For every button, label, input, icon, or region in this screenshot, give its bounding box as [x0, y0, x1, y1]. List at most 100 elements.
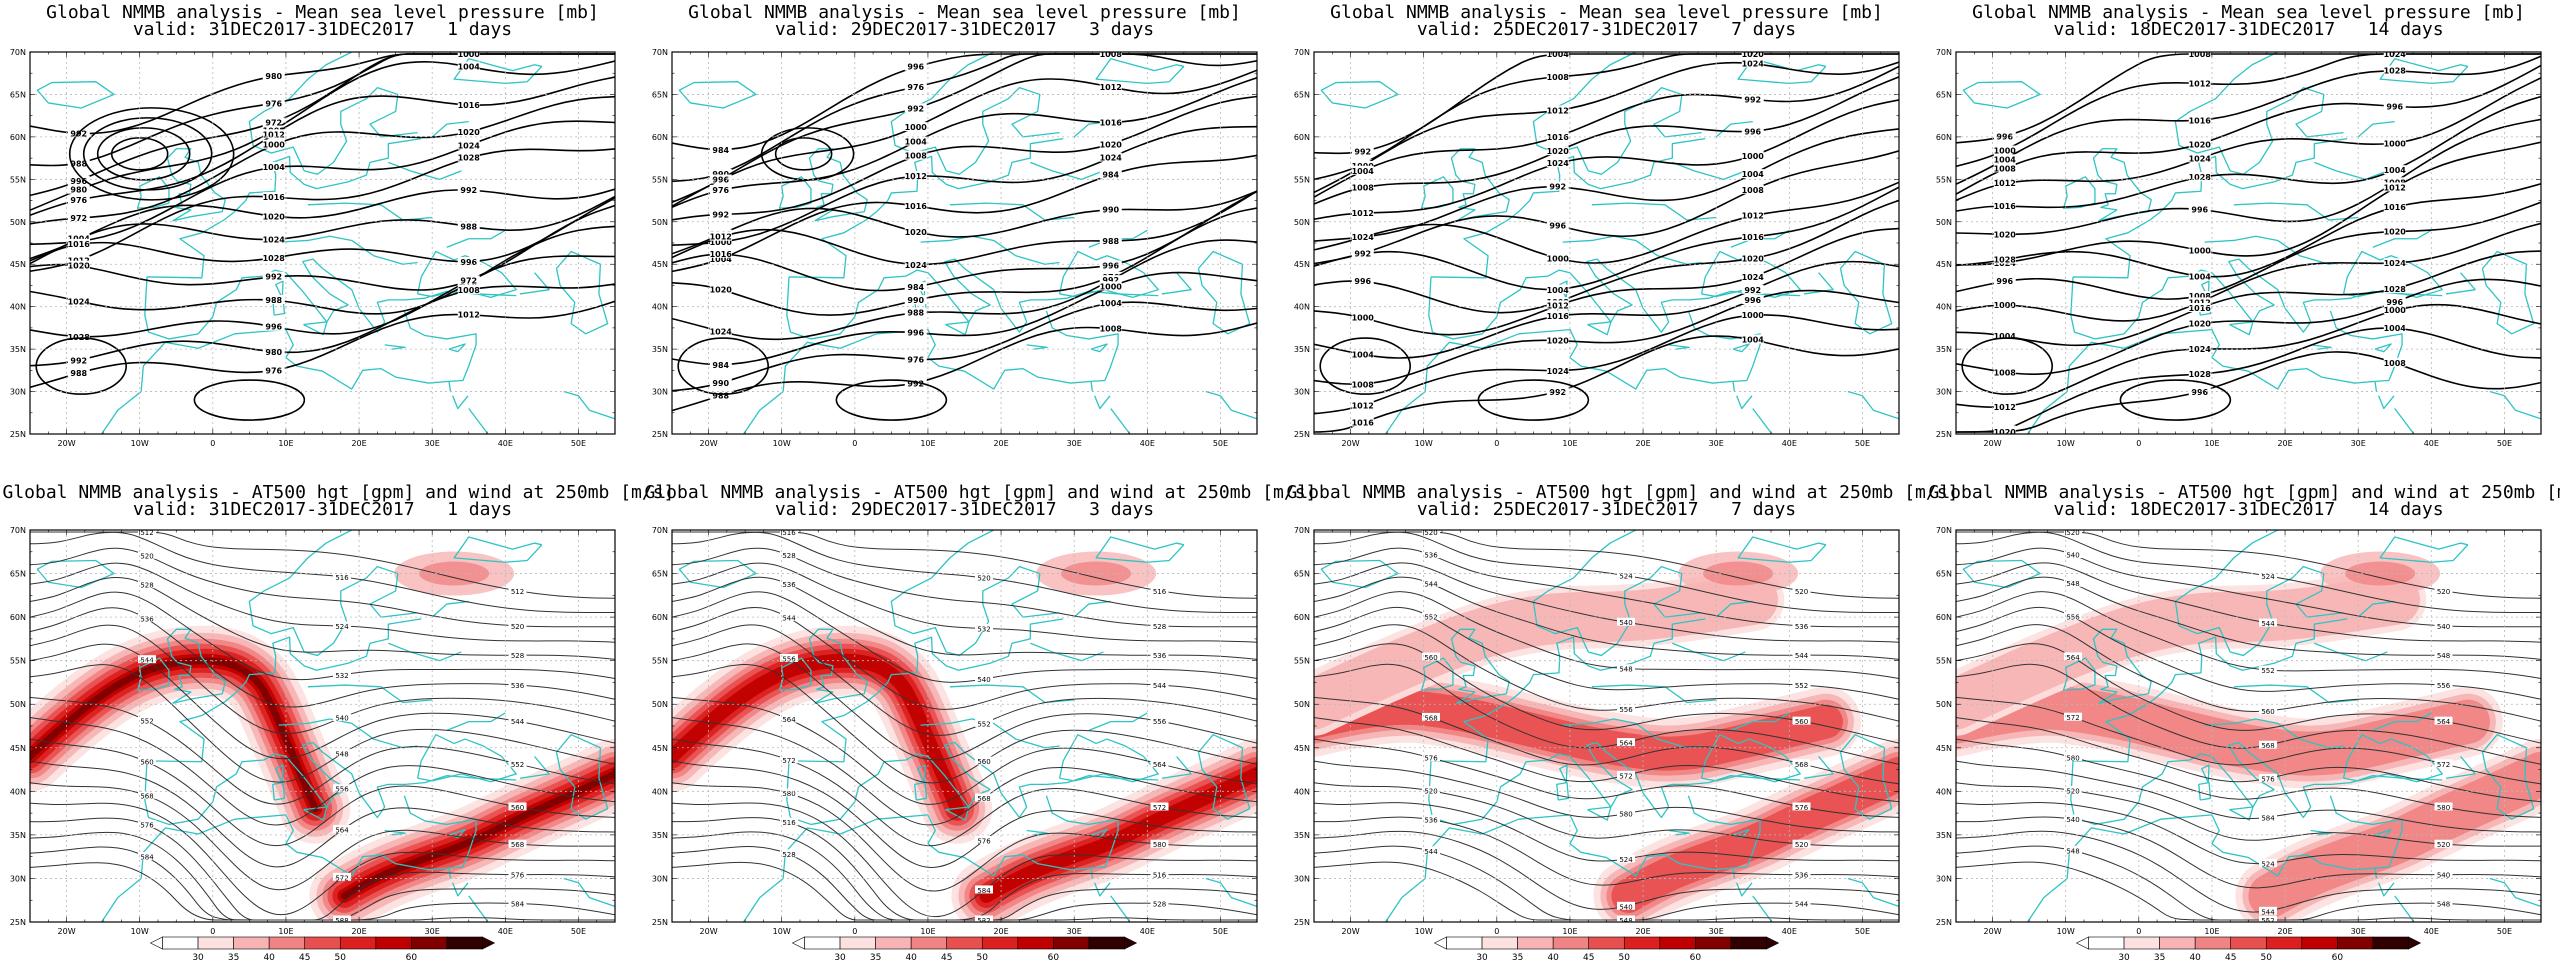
coastline [1803, 272, 1834, 295]
coastline [1559, 764, 1568, 783]
coastline [788, 618, 1064, 763]
isobar-label: 1020 [263, 212, 286, 221]
height-label: 540 [2066, 816, 2079, 824]
coastline [36, 81, 115, 109]
coastline [2026, 310, 2403, 434]
height-label: 560 [2261, 708, 2274, 716]
coastline [446, 229, 506, 248]
mslp-panel-4-valid: valid: 18DEC2017-31DEC2017 14 days [2053, 19, 2444, 40]
height-label: 552 [511, 761, 524, 769]
lon-label: 30E [425, 439, 440, 448]
colorbar-tick: 60 [406, 953, 418, 960]
z500-panel-4-valid: valid: 18DEC2017-31DEC2017 14 days [2053, 499, 2444, 520]
height-label: 536 [782, 581, 796, 589]
isobar-label: 1000 [2384, 306, 2407, 315]
lon-label: 40E [1782, 927, 1797, 936]
isobar-label: 1000 [1352, 314, 1375, 323]
isobar-label: 1004 [1742, 336, 1765, 345]
isobar-label: 996 [1744, 128, 1761, 137]
isobar-label: 1016 [1547, 133, 1570, 142]
height-label: 536 [1795, 872, 1809, 880]
coastline [1320, 81, 1399, 109]
height-label: 548 [1619, 917, 1632, 925]
low-contour [68, 107, 235, 201]
lon-label: 30E [1067, 927, 1082, 936]
isobar [1314, 260, 1899, 359]
low-contour [82, 117, 213, 191]
isobar [30, 148, 615, 272]
coastline [1587, 321, 1612, 336]
isobar-label: 992 [460, 186, 477, 195]
height-label: 516 [1153, 588, 1167, 596]
coastline [1737, 536, 1827, 563]
isobar-label: 1000 [1100, 282, 1123, 291]
coastline [144, 741, 517, 826]
colorbar-swatch [839, 936, 876, 950]
height-label: 520 [1795, 588, 1808, 596]
height-label: 564 [2066, 654, 2080, 662]
coastline [2481, 734, 2535, 820]
colorbar-swatch [2194, 936, 2232, 950]
lat-label: 40N [1936, 787, 1952, 796]
colorbar-swatch [197, 936, 234, 950]
coastline [448, 381, 452, 392]
coastline [2357, 120, 2395, 138]
height-label: 556 [2066, 613, 2080, 621]
coastline [1058, 734, 1159, 783]
isobar-label: 992 [1549, 388, 1566, 397]
isobar-label: 1028 [263, 254, 286, 263]
isobar-label: 1012 [905, 172, 927, 181]
high-contour [677, 337, 769, 395]
lat-label: 30N [652, 874, 668, 883]
height-contour [1314, 624, 1899, 722]
jet-shading [1314, 574, 1778, 730]
lon-label: 50E [571, 927, 586, 936]
coastline [1026, 344, 1048, 350]
isobar [1956, 183, 2541, 278]
height-label: 568 [140, 792, 153, 800]
height-contour [1956, 624, 2541, 722]
high-contour [193, 379, 306, 421]
coastline [1094, 882, 1111, 897]
isobar [672, 207, 1257, 316]
height-label: 548 [1619, 666, 1632, 674]
isobar-label: 1024 [1352, 233, 1375, 242]
map-frame [1955, 529, 2542, 923]
lon-label: 30E [2351, 439, 2366, 448]
isobar [1314, 314, 1899, 415]
isobar-label: 988 [907, 309, 924, 318]
colorbar-end [791, 936, 805, 950]
isobar [1314, 128, 1899, 242]
height-contour [30, 862, 615, 921]
isobar [1956, 53, 2541, 168]
coastline [2374, 343, 2392, 353]
coastline [2062, 657, 2096, 691]
z500-panel-3-valid: valid: 25DEC2017-31DEC2017 7 days [1416, 499, 1797, 520]
isobar [30, 60, 615, 211]
map-frame [1955, 51, 2542, 435]
coastline [1428, 741, 1801, 826]
height-label: 572 [2066, 714, 2079, 722]
isobar-label: 1012 [1352, 401, 1374, 410]
mslp-panel-1: 9929801008988976101299697210009801008100… [10, 48, 616, 448]
isobar-label: 1024 [1547, 159, 1570, 168]
isobar-label: 1008 [905, 152, 928, 161]
lat-label: 55N [1936, 175, 1952, 184]
coastline [1161, 272, 1192, 295]
isobar-label: 1008 [1994, 368, 2017, 377]
height-label: 548 [2437, 652, 2450, 660]
coastline [1556, 781, 1570, 801]
lat-label: 70N [1936, 48, 1952, 57]
height-contour [1314, 830, 1899, 910]
height-label: 588 [335, 917, 348, 925]
colorbar-end [1124, 936, 1138, 950]
isobar-label: 980 [70, 186, 87, 195]
isobar [30, 300, 615, 389]
lat-label: 25N [10, 430, 26, 439]
coastline [2204, 235, 2344, 265]
colorbar-swatch [1446, 936, 1483, 950]
isobar-label: 1004 [2189, 272, 2212, 281]
height-contour [1956, 531, 2541, 613]
colorbar-tick: 35 [228, 953, 239, 960]
coastline [275, 764, 284, 783]
